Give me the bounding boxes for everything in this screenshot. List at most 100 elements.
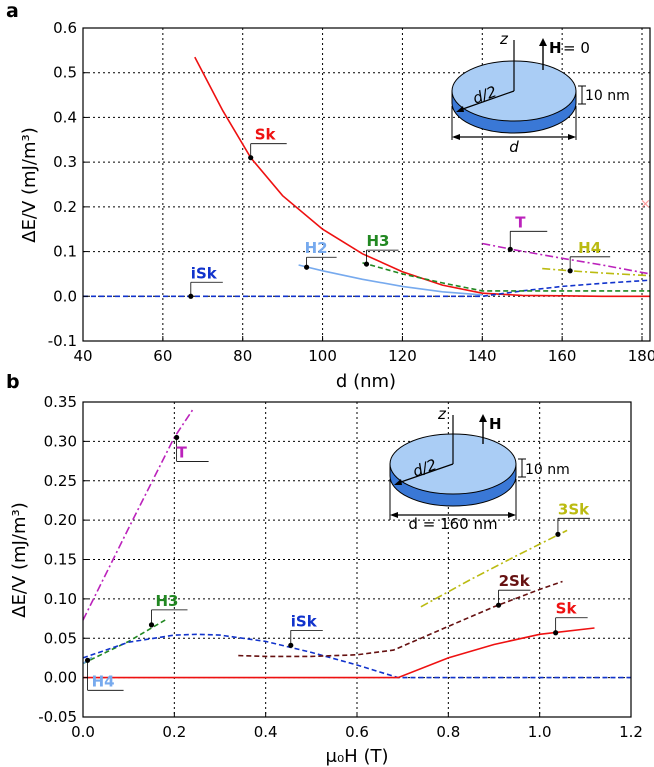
series-label-h4-b: H4 <box>92 672 115 690</box>
series-label-sk-b: Sk <box>556 600 578 618</box>
diameter-arrow-right-b <box>508 512 516 518</box>
series-marker-t-b <box>174 434 180 441</box>
series-label-3sk-b: 3Sk <box>558 500 590 518</box>
plot-frame-a <box>82 27 651 342</box>
x-tick-label-a: 40 <box>73 347 92 365</box>
y-tick-label-a: 0.0 <box>53 287 77 305</box>
field-label-a: H <box>549 39 562 57</box>
y-axis-label-b: ΔE/V (mJ/m³) <box>9 502 30 618</box>
series-line-3sk-b <box>420 529 568 608</box>
series-line-t-a <box>482 242 651 275</box>
series-marker-isk-b <box>288 642 294 648</box>
field-value-a: = 0 <box>563 39 590 57</box>
panel-letter-a: a <box>6 0 19 22</box>
radius-line-b <box>397 463 454 484</box>
series-marker-t-a <box>507 246 513 252</box>
series-marker-h3-a <box>363 261 370 267</box>
diameter-label-b: d = 160 nm <box>408 515 497 533</box>
z-axis-label-b: z <box>437 405 447 423</box>
y-tick-label-a: -0.1 <box>48 332 77 350</box>
panel-a: a Sk iSk H2 H3 T H4 40 60 80 100 120 140 160 180 -0.1… <box>6 0 654 392</box>
series-marker-3sk-b <box>555 531 561 537</box>
x-tick-label-b: 0.2 <box>162 723 186 741</box>
disk-inset-b: z H d/2 10 nm d = 160 nm <box>389 405 570 533</box>
series-marker-sk-b <box>553 630 559 636</box>
diameter-arrow-left-b <box>390 512 398 518</box>
x-tick-label-a: 140 <box>468 347 497 365</box>
series-marker-2sk-b <box>495 602 502 608</box>
y-tick-label-b: 0.10 <box>44 590 77 608</box>
y-tick-label-a: 0.1 <box>53 243 77 261</box>
series-marker-h2-a <box>304 264 310 270</box>
y-tick-label-b: -0.05 <box>38 708 77 726</box>
series-label-sk-a: Sk <box>255 126 277 144</box>
series-line-2sk-b <box>238 580 563 658</box>
series-label-isk-b: iSk <box>291 612 318 630</box>
stray-cross-marker: × <box>640 197 651 212</box>
series-marker-h4-a <box>567 268 573 274</box>
radius-arrow-a <box>456 106 464 112</box>
series-line-h3-a <box>362 262 650 292</box>
y-tick-label-a: 0.3 <box>53 153 77 171</box>
thickness-label-b: 10 nm <box>525 462 570 478</box>
field-arrow-head-a <box>539 38 547 46</box>
field-arrow-head-b <box>479 414 487 422</box>
ticks-b: 0.0 0.2 0.4 0.6 0.8 1.0 1.2 -0.05 0.00 0.05 0.10 0.… <box>38 393 643 741</box>
y-tick-label-b: 0.20 <box>44 511 77 529</box>
diameter-arrow-right-a <box>568 134 576 140</box>
series-marker-h3-b <box>148 622 155 628</box>
series-line-h4-a <box>542 267 651 277</box>
x-tick-label-a: 80 <box>233 347 252 365</box>
series-line-sk-b <box>83 627 595 679</box>
series-label-h2-a: H2 <box>305 239 328 257</box>
y-tick-label-b: 0.00 <box>44 669 77 687</box>
field-label-b: H <box>489 415 502 433</box>
panel-letter-b: b <box>6 371 20 393</box>
series-label-t-a: T <box>515 213 526 231</box>
grid-b <box>83 402 631 717</box>
radius-line-a <box>459 90 515 111</box>
series-line-isk-b <box>82 633 631 679</box>
grid-a <box>83 28 650 341</box>
x-tick-label-a: 180 <box>628 347 654 365</box>
y-tick-label-b: 0.35 <box>44 393 77 411</box>
series-marker-sk-a <box>248 155 254 161</box>
x-tick-label-b: 1.0 <box>528 723 552 741</box>
x-tick-label-b: 0.8 <box>436 723 460 741</box>
diameter-label-a: d <box>509 138 519 156</box>
x-tick-label-a: 120 <box>388 347 417 365</box>
series-group-b: T H3 H4 iSk 2Sk 3Sk Sk <box>82 409 631 691</box>
thickness-label-a: 10 nm <box>585 88 630 104</box>
y-tick-label-a: 0.5 <box>53 64 77 82</box>
x-tick-label-b: 1.2 <box>619 723 643 741</box>
y-tick-label-b: 0.30 <box>44 432 77 450</box>
disk-inset-a: z H = 0 d/2 10 nm d <box>451 30 630 156</box>
y-axis-label-a: ΔE/V (mJ/m³) <box>19 127 40 243</box>
plot-frame-b <box>82 401 632 718</box>
x-tick-label-a: 100 <box>308 347 337 365</box>
series-label-h3-a: H3 <box>367 232 390 250</box>
y-tick-label-b: 0.15 <box>44 551 77 569</box>
z-axis-label-a: z <box>499 30 509 48</box>
x-tick-label-b: 0.4 <box>254 723 278 741</box>
series-line-isk-a <box>83 279 651 298</box>
ticks-a: 40 60 80 100 120 140 160 180 -0.1 0.0 0.1 0.2 0.3 0.4… <box>48 19 654 365</box>
x-tick-label-a: 60 <box>153 347 172 365</box>
y-tick-label-b: 0.05 <box>44 629 77 647</box>
x-axis-label-b: μ₀H (T) <box>326 746 389 767</box>
y-tick-label-b: 0.25 <box>44 472 77 490</box>
series-marker-h4-b <box>84 657 91 663</box>
x-tick-label-a: 160 <box>548 347 577 365</box>
x-tick-label-b: 0.0 <box>71 723 95 741</box>
series-label-isk-a: iSk <box>191 264 218 282</box>
radius-arrow-b <box>394 479 402 485</box>
x-axis-label-a: d (nm) <box>336 371 396 392</box>
series-label-t-b: T <box>177 443 188 461</box>
panel-b: b T H3 H4 iSk 2Sk 3Sk Sk 0.0 0.2 0.4 0.6 0.8 1.0 1.2… <box>6 371 643 767</box>
series-line-t-b <box>82 409 194 621</box>
series-label-h4-a: H4 <box>578 239 601 257</box>
diameter-arrow-left-a <box>452 134 460 140</box>
series-marker-isk-a <box>188 293 194 299</box>
x-tick-label-b: 0.6 <box>345 723 369 741</box>
